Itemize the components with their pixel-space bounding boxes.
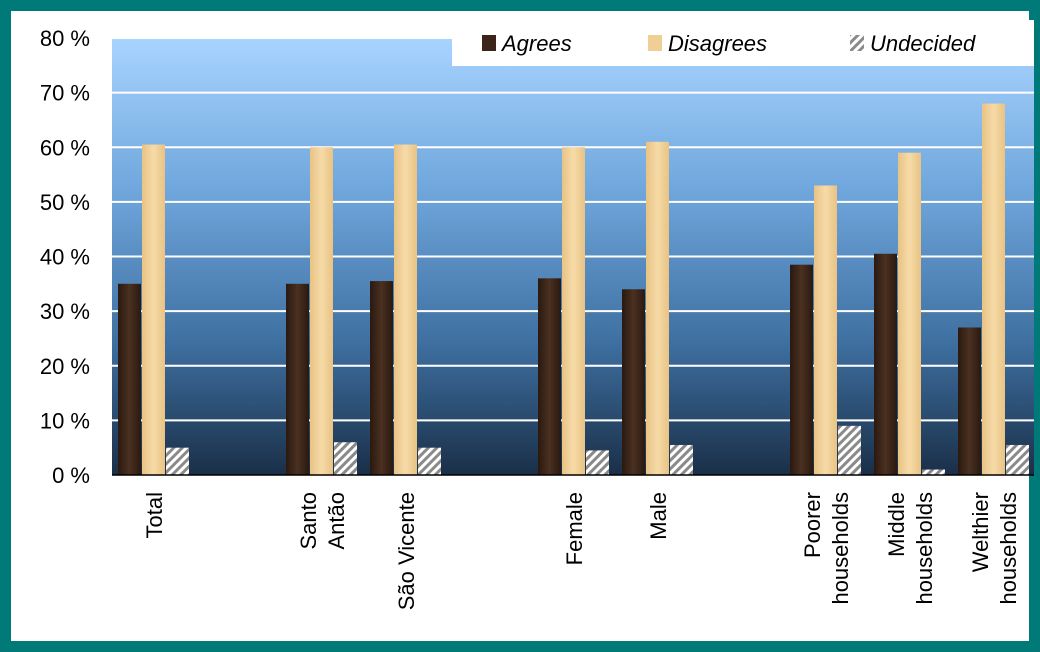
x-category-label: Female [562,492,587,565]
bar-disagrees-2 [394,144,417,476]
bar-disagrees-1 [310,147,333,475]
legend-swatch-agrees [482,35,496,51]
y-tick-label: 60 % [40,135,90,160]
y-tick-label: 20 % [40,354,90,379]
bar-disagrees-0 [142,144,165,476]
x-category-label: households [912,492,937,605]
y-tick-label: 50 % [40,190,90,215]
legend-label-undecided: Undecided [870,31,976,56]
bar-agrees-7 [958,327,981,475]
x-category-label: Poorer [800,492,825,558]
bar-disagrees-7 [982,103,1005,476]
bar-undecided-1 [334,442,357,475]
y-tick-label: 0 % [52,463,90,488]
bar-undecided-0 [166,447,189,475]
bar-disagrees-6 [898,152,921,475]
y-tick-label: 40 % [40,245,90,270]
x-category-label: São Vicente [394,492,419,610]
bar-undecided-5 [838,425,861,475]
bar-undecided-7 [1006,444,1029,475]
x-category-label: Welthier [968,492,993,572]
legend: Agrees Disagrees Undecided [452,20,1034,66]
bars [118,103,1029,476]
x-axis-category-labels: Total Santo Antão São Vicente Female Male Poor… [142,492,1021,610]
bar-disagrees-4 [646,141,669,475]
bar-agrees-5 [790,264,813,475]
bar-undecided-2 [418,447,441,475]
bar-agrees-6 [874,253,897,475]
x-category-label: Middle [884,492,909,557]
bar-disagrees-5 [814,185,837,476]
legend-label-agrees: Agrees [500,31,572,56]
y-tick-label: 30 % [40,299,90,324]
legend-box [452,20,1034,66]
y-tick-label: 80 % [40,26,90,51]
bar-agrees-0 [118,283,141,475]
x-category-label: Male [646,492,671,540]
bar-undecided-4 [670,444,693,475]
bar-undecided-6 [922,469,945,475]
y-tick-label: 70 % [40,81,90,106]
x-category-label: households [828,492,853,605]
bar-disagrees-3 [562,147,585,475]
bar-agrees-2 [370,281,393,475]
x-category-label: households [996,492,1021,605]
x-category-label: Santo [296,492,321,550]
legend-swatch-undecided [850,35,864,51]
bar-agrees-1 [286,283,309,475]
x-category-label: Antão [324,492,349,550]
bar-undecided-3 [586,450,609,475]
legend-label-disagrees: Disagrees [668,31,767,56]
y-tick-label: 10 % [40,408,90,433]
x-category-label: Total [142,492,167,538]
legend-swatch-disagrees [648,35,662,51]
bar-agrees-4 [622,289,645,475]
bar-agrees-3 [538,278,561,475]
y-axis-tick-labels: 0 % 10 % 20 % 30 % 40 % 50 % 60 % 70 % 80 % [40,26,90,488]
